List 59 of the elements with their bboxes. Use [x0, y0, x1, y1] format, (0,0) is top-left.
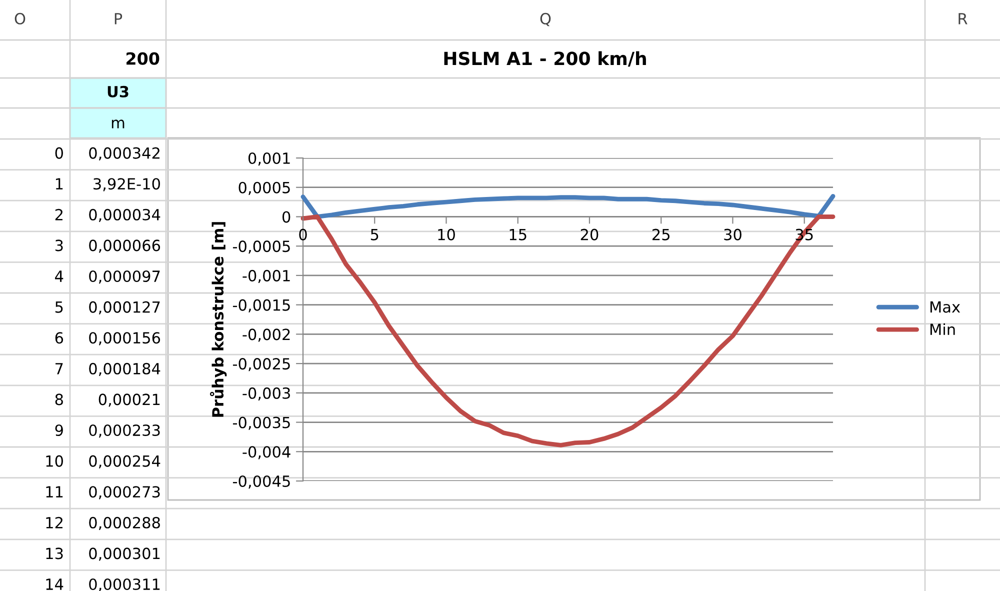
text: Q [540, 12, 551, 26]
text: R [958, 13, 968, 24]
x-tick-label: 10 [438, 228, 455, 240]
y-tick-label: 0 [282, 211, 290, 223]
y-tick-label: -0,003 [242, 387, 290, 400]
x-tick-label: 15 [510, 229, 526, 240]
text: 14 [46, 578, 64, 590]
text: 0,000066 [89, 240, 160, 253]
x-tick-label: 25 [652, 228, 670, 240]
text: 11 [46, 486, 63, 498]
text: 0,000288 [89, 516, 160, 530]
text: 0,000097 [89, 270, 160, 284]
text: 2 [55, 208, 62, 220]
y-tick-label: -0,0045 [232, 475, 290, 489]
text: 6 [55, 332, 64, 344]
y-tick-label: -0,0005 [232, 240, 290, 254]
y-tick-label: -0,002 [242, 328, 290, 342]
text: 10 [46, 455, 63, 467]
x-tick-label: 5 [370, 229, 378, 240]
text: O [14, 12, 26, 24]
legend-label: Min [930, 323, 955, 335]
y-tick-label: 0,001 [248, 152, 290, 166]
text: 3,92E-10 [94, 178, 160, 192]
text: 4 [55, 270, 64, 282]
text: 0,000156 [89, 332, 160, 346]
text: 3 [55, 240, 63, 252]
y-tick-label: -0,0035 [232, 416, 290, 430]
text: 9 [55, 424, 63, 436]
text: 200 [126, 52, 160, 65]
x-tick-label: 20 [580, 228, 598, 240]
chart-title: HSLM A1 - 200 km/h [444, 51, 646, 67]
text: 8 [55, 394, 63, 406]
text: 0,000184 [89, 362, 160, 376]
text: 0,000127 [89, 301, 160, 314]
legend-label: Max [930, 301, 960, 313]
text: 0,000273 [89, 486, 160, 500]
text: 0,00021 [98, 394, 160, 407]
y-tick-label: -0,0015 [232, 299, 290, 312]
text: 0,000233 [89, 424, 160, 438]
text: 12 [46, 516, 62, 528]
text: 0,000342 [89, 147, 160, 160]
text: 13 [46, 548, 63, 560]
y-axis-title: Průhyb konstrukce [m] [210, 222, 227, 417]
text: 1 [56, 178, 63, 190]
text: 0,000301 [89, 548, 160, 561]
text: 0,000034 [89, 208, 160, 222]
text: m [112, 120, 124, 128]
y-tick-label: -0,0025 [232, 358, 290, 372]
text: 5 [55, 301, 63, 313]
text: 7 [56, 363, 63, 374]
text: 0,000254 [89, 455, 160, 468]
y-tick-label: -0,001 [242, 270, 290, 284]
text: P [114, 13, 122, 24]
y-tick-label: -0,004 [242, 446, 290, 460]
x-tick-label: 0 [299, 228, 307, 240]
text: U3 [108, 86, 128, 98]
text: 0 [55, 147, 63, 159]
y-tick-label: 0,0005 [238, 182, 290, 195]
x-tick-label: 30 [724, 228, 742, 240]
